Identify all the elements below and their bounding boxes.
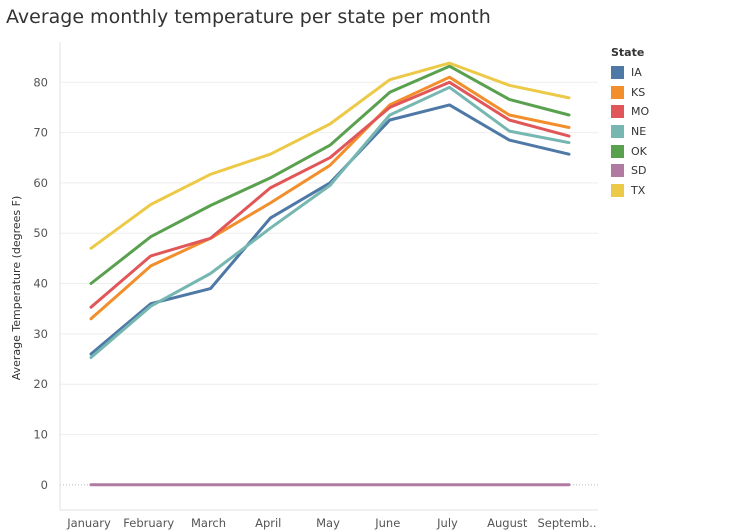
y-tick-label: 60 — [33, 176, 48, 190]
legend-title: State — [611, 46, 645, 59]
y-tick-label: 80 — [33, 75, 48, 89]
series-line-mo[interactable] — [89, 80, 571, 309]
legend-swatch — [611, 105, 624, 119]
y-tick-label: 20 — [33, 377, 48, 391]
legend-item-ok[interactable]: OK — [611, 141, 649, 161]
legend-item-ks[interactable]: KS — [611, 83, 649, 103]
legend-label: MO — [631, 105, 650, 119]
legend-item-tx[interactable]: TX — [611, 181, 649, 201]
x-tick-label: June — [374, 516, 400, 530]
y-tick-label: 40 — [33, 277, 48, 291]
x-axis-ticks: January February March April May June July Augu… — [66, 516, 596, 530]
legend: State IA KS MO NE OK SD TX — [611, 46, 649, 200]
series-line-ia[interactable] — [89, 103, 571, 356]
chart-title: Average monthly temperature per state pe… — [6, 6, 491, 28]
x-tick-label: May — [316, 516, 340, 530]
legend-label: TX — [631, 183, 646, 197]
legend-item-ne[interactable]: NE — [611, 122, 649, 142]
x-tick-label: March — [191, 516, 226, 530]
legend-swatch — [611, 125, 624, 139]
legend-swatch — [611, 164, 624, 178]
legend-items: IA KS MO NE OK SD TX — [611, 63, 649, 200]
legend-label: IA — [631, 66, 642, 80]
legend-label: KS — [631, 85, 646, 99]
y-tick-label: 70 — [33, 126, 48, 140]
legend-swatch — [611, 66, 624, 80]
legend-swatch — [611, 85, 624, 99]
legend-item-sd[interactable]: SD — [611, 161, 649, 181]
x-tick-label: January — [66, 516, 111, 530]
gridlines — [60, 81, 598, 486]
y-tick-label: 30 — [33, 327, 48, 341]
y-tick-label: 10 — [33, 428, 48, 442]
legend-label: SD — [631, 164, 647, 178]
x-tick-label: August — [487, 516, 528, 530]
series-line-tx[interactable] — [89, 61, 571, 250]
y-axis-ticks: 0 10 20 30 40 50 60 70 80 — [33, 75, 48, 492]
legend-label: OK — [631, 144, 647, 158]
series-lines — [89, 61, 571, 487]
x-tick-label: Septemb.. — [537, 516, 596, 530]
x-tick-label: April — [255, 516, 281, 530]
series-line-ok[interactable] — [89, 64, 571, 285]
y-tick-label: 50 — [33, 226, 48, 240]
y-axis-label: Average Temperature (degrees F) — [10, 196, 23, 381]
x-tick-label: February — [123, 516, 174, 530]
series-line-ne[interactable] — [89, 85, 571, 359]
legend-item-mo[interactable]: MO — [611, 102, 649, 122]
y-tick-label: 0 — [41, 478, 48, 492]
x-tick-label: July — [436, 516, 458, 530]
series-line-ks[interactable] — [89, 75, 571, 321]
legend-label: NE — [631, 125, 647, 139]
legend-swatch — [611, 183, 624, 197]
legend-swatch — [611, 144, 624, 158]
legend-item-ia[interactable]: IA — [611, 63, 649, 83]
